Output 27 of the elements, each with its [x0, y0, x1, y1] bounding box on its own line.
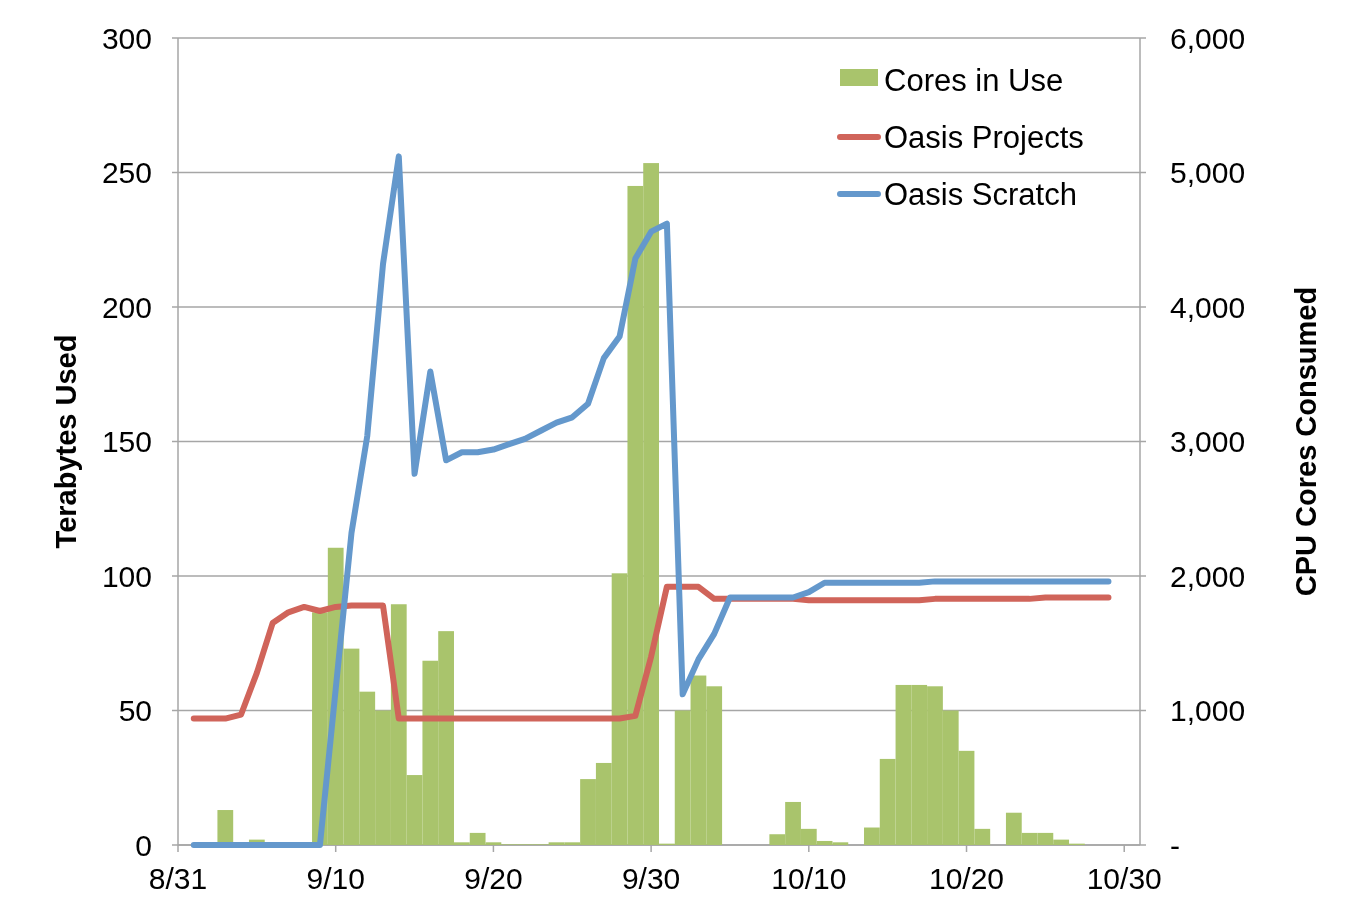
- y2-tick-label: 2,000: [1170, 559, 1246, 593]
- legend-label: Cores in Use: [884, 63, 1064, 98]
- x-tick-label: 10/20: [928, 862, 1005, 895]
- y-tick-label: 200: [101, 290, 152, 324]
- y-tick-label: 300: [101, 21, 152, 55]
- x-tick-label: 9/20: [464, 862, 523, 895]
- y2-tick-label: 5,000: [1170, 156, 1246, 189]
- y-tick-label: 150: [101, 425, 152, 458]
- x-tick-label: 8/31: [148, 862, 208, 895]
- x-tick-label: 9/30: [621, 862, 681, 895]
- y2-tick-label: 1,000: [1170, 694, 1246, 727]
- legend-label: Oasis Scratch: [884, 177, 1077, 212]
- legend-label: Oasis Projects: [884, 120, 1084, 155]
- y-tick-label: 250: [101, 156, 152, 189]
- x-tick-label: 10/10: [771, 862, 847, 895]
- x-tick-label: 9/10: [306, 862, 365, 895]
- y2-tick-label: 4,000: [1170, 290, 1246, 324]
- y2-tick-label: 3,000: [1170, 425, 1246, 458]
- y2-tick-label: 6,000: [1170, 21, 1246, 55]
- x-tick-label: 10/30: [1086, 862, 1162, 895]
- y-axis-title: Terabytes Used: [50, 334, 82, 549]
- bar: [217, 810, 234, 845]
- y-tick-label: 50: [118, 694, 152, 727]
- y-tick-label: 0: [135, 828, 152, 862]
- y2-axis-title: CPU Cores Consumed: [1290, 286, 1322, 597]
- y2-tick-label: -: [1170, 828, 1180, 862]
- y-tick-label: 100: [101, 559, 152, 593]
